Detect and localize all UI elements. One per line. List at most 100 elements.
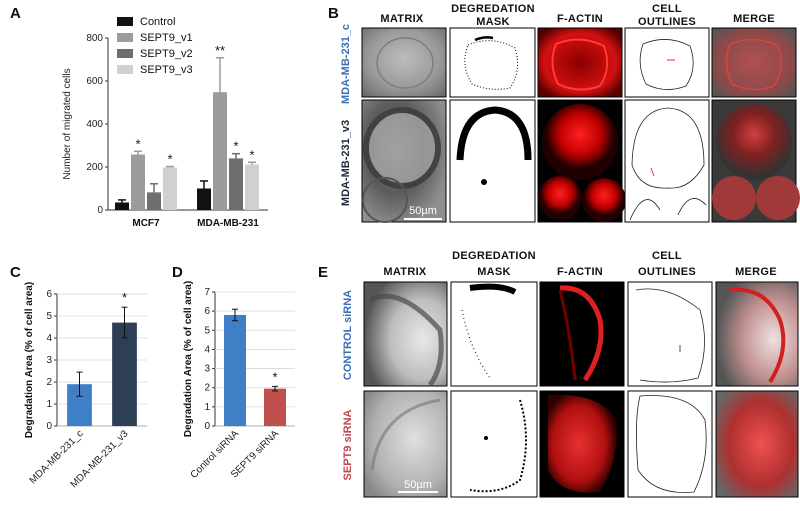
legend-entry: SEPT9_v3 <box>140 64 193 76</box>
col-merge-e: MERGE <box>735 266 777 278</box>
legend-entry: SEPT9_v2 <box>140 48 193 60</box>
col-cell-b: CELL <box>652 3 682 15</box>
y-axis-label: Number of migrated cells <box>62 68 73 179</box>
scale-bar-b: 50µm <box>409 205 437 217</box>
x-category-label: MCF7 <box>132 218 160 229</box>
y-tick-label: 2 <box>46 377 52 388</box>
row-label-e-control: CONTROL siRNA <box>342 290 354 380</box>
y-tick-label: 400 <box>86 119 103 130</box>
y-axis-label: Degradation Area (% of cell area) <box>24 282 35 438</box>
significance-marker: ** <box>215 43 225 58</box>
y-tick-label: 0 <box>46 421 52 432</box>
significance-marker: * <box>249 147 254 162</box>
legend-swatch <box>117 33 133 42</box>
legend-swatch <box>117 49 133 58</box>
panel-label-d: D <box>172 264 183 281</box>
bar <box>224 314 246 426</box>
col-outlines-b: OUTLINES <box>638 16 696 28</box>
significance-marker: * <box>233 139 238 154</box>
y-tick-label: 4 <box>204 344 210 355</box>
y-tick-label: 6 <box>46 289 52 300</box>
bar <box>197 188 211 210</box>
legend-swatch <box>117 65 133 74</box>
y-tick-label: 5 <box>46 311 52 322</box>
y-tick-label: 0 <box>97 205 103 216</box>
bar <box>112 322 137 426</box>
legend-entry: Control <box>140 16 175 28</box>
x-category-label: MDA-MB-231 <box>197 218 259 229</box>
y-tick-label: 1 <box>46 399 52 410</box>
micrograph-e-outline-sept9 <box>627 390 713 498</box>
y-tick-label: 0 <box>204 421 210 432</box>
y-tick-label: 800 <box>86 33 103 44</box>
bar <box>245 164 259 210</box>
col-cell-e: CELL <box>652 250 682 262</box>
y-tick-label: 4 <box>46 333 52 344</box>
micrograph-e-merge-control <box>715 281 799 387</box>
micrograph-e-mask-control <box>450 281 538 387</box>
micrograph-e-matrix-control <box>363 281 448 387</box>
panel-label-a: A <box>10 5 21 22</box>
significance-marker: * <box>122 290 127 305</box>
panel-label-c: C <box>10 264 21 281</box>
legend-swatch <box>117 17 133 26</box>
col-factin-e: F-ACTIN <box>557 266 603 278</box>
panel-e-headers: MATRIX DEGREDATION MASK F-ACTIN CELL OUT… <box>383 250 777 278</box>
micrograph-b-mask-v3 <box>449 99 536 223</box>
y-tick-label: 7 <box>204 287 210 298</box>
panel-label-e: E <box>318 264 328 281</box>
y-tick-label: 2 <box>204 383 210 394</box>
col-matrix-b: MATRIX <box>380 13 424 25</box>
micrograph-b-matrix-control <box>361 27 447 98</box>
legend-entry: SEPT9_v1 <box>140 32 193 44</box>
col-degredation-e: DEGREDATION <box>452 250 536 262</box>
bar <box>213 92 227 210</box>
micrograph-b-factin-control <box>537 27 623 98</box>
y-tick-label: 3 <box>204 364 210 375</box>
micrograph-b-merge-v3 <box>711 99 800 223</box>
col-mask-b: MASK <box>476 16 510 28</box>
micrograph-b-outline-v3 <box>624 99 710 223</box>
bar <box>229 158 243 210</box>
micrograph-b-mask-control <box>449 27 536 98</box>
bar <box>115 202 129 210</box>
significance-marker: * <box>167 152 172 167</box>
significance-marker: * <box>272 369 277 384</box>
panel-label-b: B <box>328 5 339 22</box>
y-tick-label: 3 <box>46 355 52 366</box>
bar <box>264 388 286 426</box>
col-merge-b: MERGE <box>733 13 775 25</box>
y-tick-label: 1 <box>204 402 210 413</box>
bar <box>131 154 145 210</box>
micrograph-b-outline-control <box>624 27 710 98</box>
col-matrix-e: MATRIX <box>383 266 427 278</box>
col-degredation-b: DEGREDATION <box>451 3 535 15</box>
row-label-e-sept9: SEPT9 siRNA <box>342 409 354 480</box>
micrograph-e-factin-sept9 <box>539 390 625 498</box>
micrograph-e-matrix-sept9: 50µm <box>363 390 448 498</box>
micrograph-b-merge-control <box>711 27 797 98</box>
row-label-b-v3: MDA-MB-231_v3 <box>340 120 352 206</box>
y-tick-label: 6 <box>204 306 210 317</box>
col-outlines-e: OUTLINES <box>638 266 696 278</box>
micrograph-b-factin-v3 <box>537 99 626 223</box>
micrograph-b-matrix-v3: 50µm <box>361 99 447 223</box>
significance-marker: * <box>135 136 140 151</box>
scale-bar-e: 50µm <box>404 479 432 491</box>
col-factin-b: F-ACTIN <box>557 13 603 25</box>
bar <box>147 192 161 210</box>
panel-b-headers: MATRIX DEGREDATION MASK F-ACTIN CELL OUT… <box>380 3 775 28</box>
chart-d: 0 1 2 3 4 5 6 7 Degradation Area (% of cell area… <box>183 281 295 481</box>
micrograph-e-mask-sept9 <box>450 390 538 498</box>
row-label-b-control: MDA-MB-231_c <box>340 24 352 104</box>
bar <box>163 167 177 210</box>
micrograph-e-outline-control <box>627 281 713 387</box>
y-tick-label: 200 <box>86 162 103 173</box>
y-axis-label: Degradation Area (% of cell area) <box>183 281 194 437</box>
micrograph-e-factin-control <box>539 281 625 387</box>
micrograph-e-merge-sept9 <box>715 390 799 498</box>
chart-c: 0 1 2 3 4 5 6 Degradation Area (% of cell area)… <box>24 282 147 490</box>
y-tick-label: 5 <box>204 325 210 336</box>
col-mask-e: MASK <box>477 266 511 278</box>
